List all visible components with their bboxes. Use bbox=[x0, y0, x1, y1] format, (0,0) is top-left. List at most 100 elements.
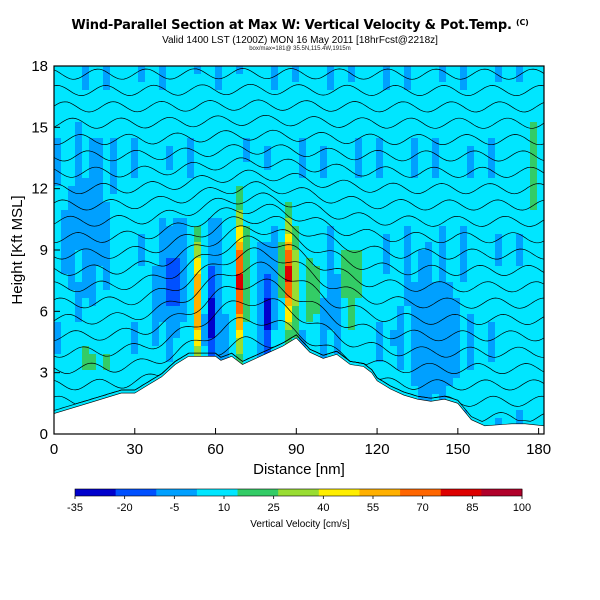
heat-cell bbox=[61, 338, 69, 347]
heat-cell bbox=[222, 122, 230, 131]
heat-cell bbox=[166, 162, 174, 171]
heat-cell bbox=[229, 282, 237, 291]
heat-cell bbox=[383, 74, 391, 83]
heat-cell bbox=[383, 266, 391, 275]
heat-cell bbox=[404, 266, 412, 275]
heat-cell bbox=[404, 210, 412, 219]
heat-cell bbox=[285, 74, 293, 83]
heat-cell bbox=[397, 338, 405, 347]
heat-cell bbox=[327, 250, 335, 259]
heat-cell bbox=[194, 146, 202, 155]
heat-cell bbox=[432, 98, 440, 107]
heat-cell bbox=[348, 162, 356, 171]
heat-cell bbox=[495, 306, 503, 315]
heat-cell bbox=[68, 242, 76, 251]
heat-cell bbox=[180, 338, 188, 347]
heat-cell bbox=[110, 122, 118, 131]
heat-cell bbox=[208, 226, 216, 235]
heat-cell bbox=[481, 362, 489, 371]
heat-cell bbox=[145, 274, 153, 283]
heat-cell bbox=[152, 314, 160, 323]
heat-cell bbox=[131, 106, 139, 115]
chart-title: Wind-Parallel Section at Max W: Vertical… bbox=[71, 18, 529, 33]
heat-cell bbox=[411, 314, 419, 323]
heat-cell bbox=[383, 314, 391, 323]
heat-cell bbox=[278, 210, 286, 219]
heat-cell bbox=[110, 330, 118, 339]
heat-cell bbox=[257, 234, 265, 243]
heat-cell bbox=[285, 234, 293, 243]
heat-cell bbox=[194, 258, 202, 267]
heat-cell bbox=[341, 130, 349, 139]
heat-cell bbox=[257, 114, 265, 123]
heat-cell bbox=[481, 130, 489, 139]
heat-cell bbox=[152, 98, 160, 107]
heat-cell bbox=[530, 306, 538, 315]
heat-cell bbox=[418, 282, 426, 291]
heat-cell bbox=[229, 194, 237, 203]
heat-cell bbox=[243, 66, 251, 75]
heat-cell bbox=[201, 298, 209, 307]
heat-cell bbox=[159, 218, 167, 227]
heat-cell bbox=[341, 138, 349, 147]
heat-cell bbox=[61, 250, 69, 259]
heat-cell bbox=[467, 234, 475, 243]
heat-cell bbox=[467, 274, 475, 283]
heat-cell bbox=[138, 298, 146, 307]
heat-cell bbox=[61, 90, 69, 99]
heat-cell bbox=[432, 242, 440, 251]
heat-cell bbox=[229, 82, 237, 91]
heat-cell bbox=[537, 154, 544, 163]
heat-cell bbox=[320, 130, 328, 139]
heat-cell bbox=[432, 306, 440, 315]
heat-cell bbox=[110, 274, 118, 283]
heat-cell bbox=[194, 266, 202, 275]
heat-cell bbox=[334, 346, 342, 355]
heat-cell bbox=[516, 130, 524, 139]
heat-cell bbox=[460, 186, 468, 195]
heat-cell bbox=[68, 402, 76, 411]
heat-cell bbox=[159, 130, 167, 139]
heat-cell bbox=[103, 346, 111, 355]
heat-cell bbox=[362, 178, 370, 187]
heat-cell bbox=[208, 82, 216, 91]
heat-cell bbox=[327, 346, 335, 355]
heat-cell bbox=[236, 346, 244, 355]
heat-cell bbox=[495, 178, 503, 187]
heat-cell bbox=[103, 330, 111, 339]
heat-cell bbox=[460, 106, 468, 115]
heat-cell bbox=[180, 82, 188, 91]
heat-cell bbox=[474, 282, 482, 291]
heat-cell bbox=[488, 410, 496, 419]
heat-cell bbox=[194, 186, 202, 195]
heat-cell bbox=[166, 322, 174, 331]
heat-cell bbox=[537, 346, 544, 355]
heat-cell bbox=[229, 170, 237, 179]
heat-cell bbox=[488, 202, 496, 211]
heat-cell bbox=[313, 242, 321, 251]
heat-cell bbox=[523, 138, 531, 147]
heat-cell bbox=[180, 138, 188, 147]
heat-cell bbox=[54, 250, 62, 259]
heat-cell bbox=[152, 218, 160, 227]
heat-cell bbox=[502, 186, 510, 195]
heat-cell bbox=[110, 338, 118, 347]
heat-cell bbox=[257, 106, 265, 115]
heat-cell bbox=[320, 194, 328, 203]
heat-cell bbox=[222, 82, 230, 91]
heat-cell bbox=[152, 82, 160, 91]
heat-cell bbox=[537, 226, 544, 235]
heat-cell bbox=[96, 354, 104, 363]
heat-cell bbox=[390, 242, 398, 251]
y-tick-label: 15 bbox=[31, 119, 48, 136]
heat-cell bbox=[173, 218, 181, 227]
heat-cell bbox=[187, 266, 195, 275]
heat-cell bbox=[488, 258, 496, 267]
heat-cell bbox=[537, 66, 544, 75]
heat-cell bbox=[173, 90, 181, 99]
heat-cell bbox=[509, 322, 517, 331]
heat-cell bbox=[495, 410, 503, 419]
heat-cell bbox=[75, 186, 83, 195]
heat-cell bbox=[117, 234, 125, 243]
heat-cell bbox=[523, 282, 531, 291]
